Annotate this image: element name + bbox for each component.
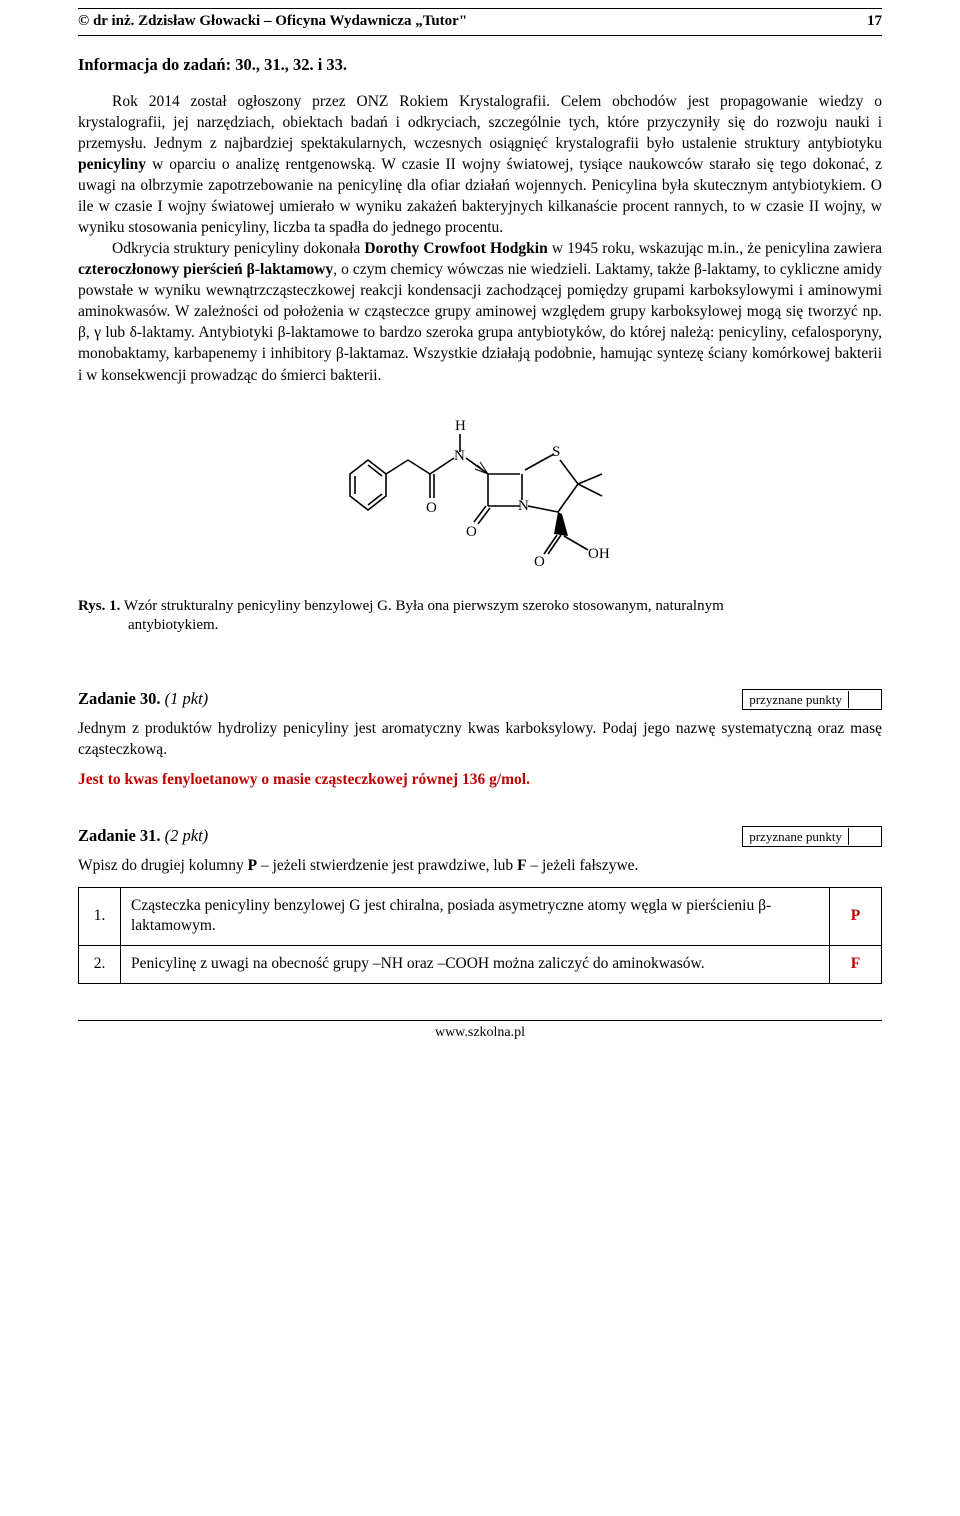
atom-label-oh: OH: [588, 546, 610, 562]
atom-label-s: S: [552, 444, 560, 460]
para1-a: Rok 2014 został ogłoszony przez ONZ Roki…: [78, 93, 882, 152]
copyright-symbol: ©: [78, 13, 89, 29]
header-bottom-rule: [78, 35, 882, 36]
row-number: 2.: [79, 946, 121, 984]
task-30-number: Zadanie 30.: [78, 689, 161, 708]
task-30-answer: Jest to kwas fenyloetanowy o masie cząst…: [78, 770, 882, 791]
t31-a: Wpisz do drugiej kolumny: [78, 857, 248, 874]
row-answer: P: [830, 887, 882, 946]
t31-p: P: [248, 857, 257, 874]
task-31-points: (2 pkt): [161, 826, 209, 845]
atom-label-n1: N: [454, 448, 465, 464]
row-answer: F: [830, 946, 882, 984]
task-30-points: (1 pkt): [161, 689, 209, 708]
task-30: Zadanie 30. (1 pkt) przyznane punkty Jed…: [78, 688, 882, 791]
task-30-points-box: przyznane punkty: [742, 689, 882, 711]
table-row: 1. Cząsteczka penicyliny benzylowej G je…: [79, 887, 882, 946]
t31-c: – jeżeli stwierdzenie jest prawdziwe, lu…: [257, 857, 517, 874]
fig-caption-label: Rys. 1.: [78, 598, 120, 614]
t31-e: – jeżeli fałszywe.: [527, 857, 639, 874]
info-heading: Informacja do zadań: 30., 31., 32. i 33.: [78, 54, 882, 76]
atom-label-o3: O: [534, 554, 545, 570]
table-row: 2. Penicylinę z uwagi na obecność grupy …: [79, 946, 882, 984]
para1-bold-penicillin: penicyliny: [78, 156, 146, 173]
page-number: 17: [852, 11, 882, 31]
page-header: © dr inż. Zdzisław Głowacki – Oficyna Wy…: [78, 9, 882, 35]
row-number: 1.: [79, 887, 121, 946]
task-31-number: Zadanie 31.: [78, 826, 161, 845]
footer-url: www.szkolna.pl: [78, 1021, 882, 1053]
row-statement: Cząsteczka penicyliny benzylowej G jest …: [121, 887, 830, 946]
atom-label-o1: O: [426, 500, 437, 516]
fig-caption-line1: Wzór strukturalny penicyliny benzylowej …: [120, 598, 723, 614]
fig-caption-line2: antybiotykiem.: [78, 616, 882, 636]
points-label: przyznane punkty: [749, 691, 849, 709]
para2-a: Odkrycia struktury penicyliny dokonała: [112, 240, 364, 257]
row-statement: Penicylinę z uwagi na obecność grupy –NH…: [121, 946, 830, 984]
task-30-header: Zadanie 30. (1 pkt) przyznane punkty: [78, 688, 882, 710]
atom-label-o2: O: [466, 524, 477, 540]
header-author: dr inż. Zdzisław Głowacki – Oficyna Wyda…: [93, 13, 467, 29]
para1-c: w oparciu o analizę rentgenowską. W czas…: [78, 156, 882, 236]
task-31-points-box: przyznane punkty: [742, 826, 882, 848]
para2-betalactam: czteroczłonowy pierścień β-laktamowy: [78, 261, 333, 278]
task-31-text: Wpisz do drugiej kolumny P – jeżeli stwi…: [78, 855, 882, 876]
task-30-text: Jednym z produktów hydrolizy penicyliny …: [78, 718, 882, 760]
para2-hodgkin: Dorothy Crowfoot Hodgkin: [364, 240, 547, 257]
paragraph-2: Odkrycia struktury penicyliny dokonała D…: [78, 238, 882, 386]
atom-label-n2: N: [518, 498, 529, 514]
figure-caption: Rys. 1. Wzór strukturalny penicyliny ben…: [78, 597, 882, 636]
paragraph-1: Rok 2014 został ogłoszony przez ONZ Roki…: [78, 91, 882, 239]
t31-f: F: [517, 857, 526, 874]
molecule-svg: H N O S N O O OH: [330, 402, 630, 577]
task-31-header: Zadanie 31. (2 pkt) przyznane punkty: [78, 825, 882, 847]
task-31: Zadanie 31. (2 pkt) przyznane punkty Wpi…: [78, 825, 882, 984]
task-31-title: Zadanie 31. (2 pkt): [78, 825, 208, 847]
points-gap: [849, 828, 875, 846]
para2-e: , o czym chemicy wówczas nie wiedzieli. …: [78, 261, 882, 383]
points-gap: [849, 691, 875, 709]
para2-c: w 1945 roku, wskazując m.in., że penicyl…: [548, 240, 882, 257]
penicillin-structure-figure: H N O S N O O OH: [78, 402, 882, 583]
atom-label-h: H: [455, 418, 466, 434]
task-31-table: 1. Cząsteczka penicyliny benzylowej G je…: [78, 887, 882, 985]
points-label: przyznane punkty: [749, 828, 849, 846]
header-copyright: © dr inż. Zdzisław Głowacki – Oficyna Wy…: [78, 11, 467, 31]
task-30-title: Zadanie 30. (1 pkt): [78, 688, 208, 710]
